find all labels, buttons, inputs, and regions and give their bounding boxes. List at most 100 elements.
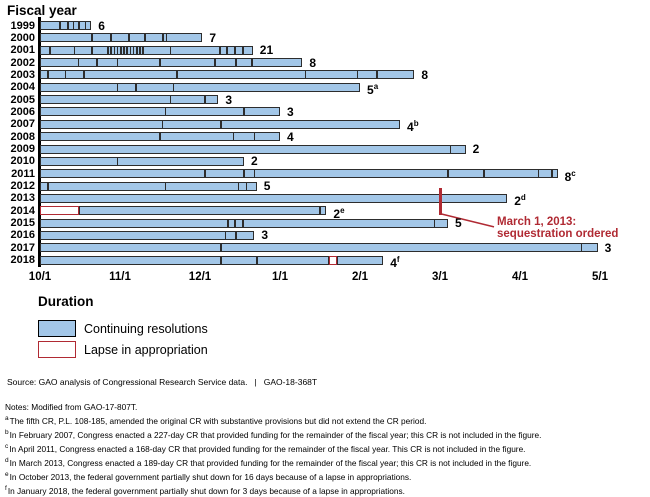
cr-segment-divider (214, 59, 216, 67)
cr-segment-divider (433, 219, 436, 227)
x-axis-tick-label: 3/1 (432, 271, 448, 283)
fiscal-year-label: 2008 (10, 130, 35, 143)
cr-count-label: 2 (251, 154, 258, 169)
lapse-swatch (38, 341, 76, 358)
cr-segment-divider (128, 34, 130, 42)
cr-segment-divider (234, 46, 236, 54)
cr-segment-divider (59, 22, 61, 29)
x-axis-tick-label: 2/1 (352, 271, 368, 283)
cr-segment-divider (251, 59, 253, 67)
cr-segment-divider (243, 170, 245, 178)
continuing-resolution-bar (40, 193, 508, 203)
note-superscript: a (5, 415, 9, 423)
sequestration-annotation: March 1, 2013: sequestration ordered (497, 215, 619, 241)
note-superscript: c (5, 443, 9, 451)
cr-segment-divider (64, 71, 67, 79)
cr-segment-divider (580, 244, 583, 252)
cr-segment-divider (227, 219, 229, 227)
cr-segment-divider (219, 46, 221, 54)
continuing-resolution-bar (40, 255, 329, 265)
cr-segment-divider (204, 170, 206, 178)
cr-segment-divider (483, 170, 485, 178)
cr-segment-divider (226, 46, 228, 54)
cr-segment-divider (91, 46, 93, 54)
continuing-resolution-bar (40, 45, 253, 55)
cr-segment-divider (232, 133, 235, 141)
fiscal-year-label: 2016 (10, 229, 35, 242)
cr-segment-divider (537, 170, 540, 178)
cr-segment-divider (159, 133, 161, 141)
cr-segment-divider (164, 182, 167, 190)
cr-segment-divider (237, 182, 240, 190)
fiscal-year-label: 2007 (10, 118, 35, 131)
fiscal-year-label: 2005 (10, 93, 35, 106)
cr-segment-divider (91, 34, 93, 42)
cr-count-label: 3 (287, 104, 294, 119)
notes-block: Notes: Modified from GAO-17-807T. aThe f… (5, 402, 541, 497)
cr-segment-divider (123, 46, 125, 54)
x-axis-tick-label: 10/1 (28, 271, 52, 283)
cr-segment-divider (73, 46, 76, 54)
cr-segment-divider (107, 46, 109, 54)
fiscal-year-label: 2010 (10, 155, 35, 168)
cr-segment-divider (551, 170, 553, 178)
cr-segment-divider (224, 231, 227, 239)
cr-segment-divider (136, 46, 138, 54)
cr-segment-divider (220, 244, 222, 252)
cr-segment-divider (110, 34, 112, 42)
cr-count-label: 4b (407, 119, 419, 135)
x-axis-tick-label: 5/1 (592, 271, 608, 283)
continuing-resolution-bar (40, 95, 219, 105)
cr-count-label: 8 (421, 67, 429, 82)
cr-segment-divider (245, 182, 248, 190)
cr-segment-divider (159, 59, 161, 67)
cr-segment-divider (204, 96, 206, 104)
cr-segment-divider (319, 207, 321, 215)
cr-count-label: 2d (514, 193, 526, 209)
lapse-segment (40, 206, 80, 216)
cr-segment-divider (83, 71, 85, 79)
fiscal-year-label: 2015 (10, 217, 35, 230)
continuing-resolution-bar (40, 107, 280, 117)
fiscal-year-label: 2001 (10, 44, 35, 57)
cr-segment-divider (447, 170, 449, 178)
note-superscript: e (5, 471, 9, 479)
source-separator: | (254, 377, 257, 387)
cr-segment-divider (77, 59, 80, 67)
cr-segment-divider (110, 46, 112, 54)
cr-segment-divider (67, 22, 69, 29)
legend-label: Continuing resolutions (84, 322, 208, 336)
cr-segment-divider (164, 108, 167, 116)
continuing-resolution-bar (40, 33, 203, 43)
x-axis-tick-label: 12/1 (188, 271, 212, 283)
source-line: Source: GAO analysis of Congressional Re… (7, 377, 317, 387)
cr-segment-divider (169, 96, 172, 104)
fiscal-year-label: 2006 (10, 105, 35, 118)
fiscal-year-label: 2000 (10, 31, 35, 44)
fiscal-year-label: 2009 (10, 143, 35, 155)
cr-count-label: 6 (98, 18, 105, 33)
cr-segment-divider (144, 34, 146, 42)
cr-count-label: 4f (390, 255, 400, 271)
cr-segment-divider (161, 120, 164, 128)
cr-segment-divider (235, 231, 237, 239)
cr-count-label: 2e (333, 205, 345, 221)
x-axis-tick-label: 1/1 (272, 271, 288, 283)
cr-segment-divider (162, 34, 164, 42)
chart-title: Fiscal year (7, 3, 77, 18)
cr-count-label: 7 (209, 30, 217, 45)
cr-segment-divider (256, 256, 258, 264)
cr-segment-divider (120, 46, 122, 54)
cr-count-label: 5 (263, 179, 271, 194)
x-axis-tick-label: 11/1 (109, 271, 131, 283)
cr-segment-divider (49, 46, 51, 54)
cr-segment-divider (243, 108, 245, 116)
note-line: dIn March 2013, Congress enacted a 189-d… (5, 457, 532, 468)
legend-label: Lapse in appropriation (84, 343, 208, 357)
cr-segment-divider (220, 120, 222, 128)
note-superscript: f (5, 485, 7, 493)
cr-count-label: 3 (225, 92, 233, 107)
cr-count-label: 4 (287, 129, 294, 144)
cr-segment-divider (116, 83, 119, 91)
cr-count-label: 3 (604, 240, 612, 255)
